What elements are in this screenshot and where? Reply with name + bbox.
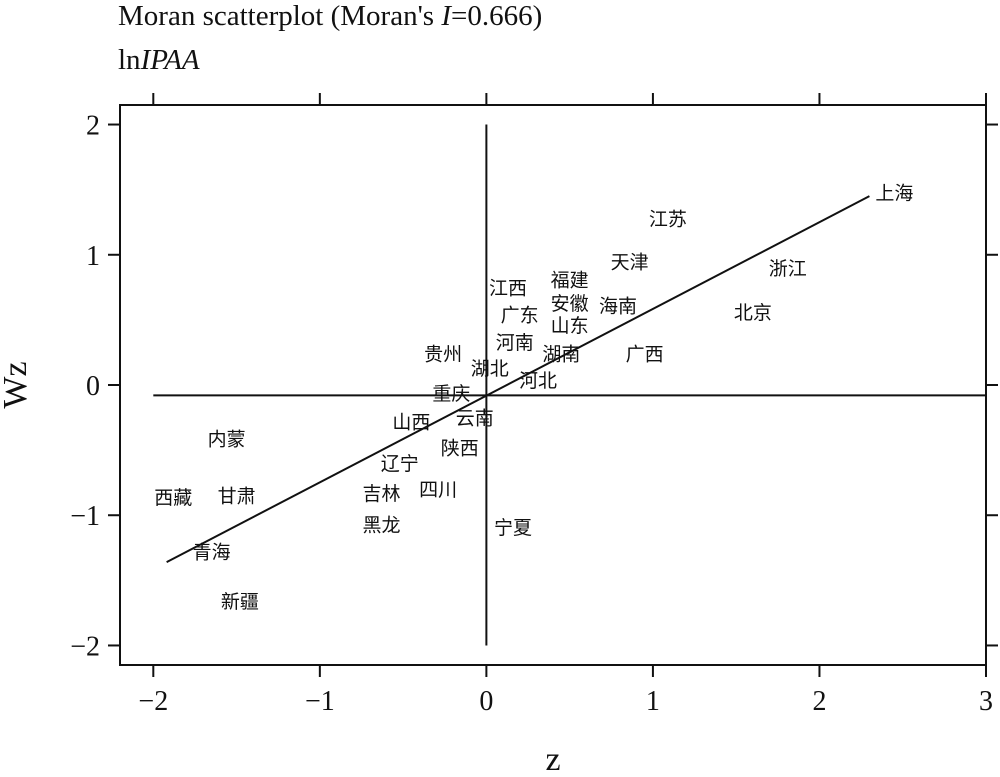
chart-title-prefix: Moran scatterplot (Moran's bbox=[118, 0, 442, 32]
point-label: 天津 bbox=[611, 251, 649, 273]
chart-subtitle-variable: IPAA bbox=[140, 44, 200, 76]
point-label: 黑龙 bbox=[362, 514, 400, 536]
regression-line bbox=[166, 195, 870, 564]
point-label: 安徽 bbox=[551, 293, 589, 315]
point-label: 西藏 bbox=[154, 487, 192, 509]
point-label: 江西 bbox=[489, 277, 527, 299]
axis-ticks: −2 −1 0 1 2 3 −2 −1 0 1 2 bbox=[70, 93, 998, 717]
point-label: 湖南 bbox=[542, 344, 580, 366]
x-tick-label: −1 bbox=[305, 686, 335, 717]
point-label: 浙江 bbox=[769, 258, 807, 280]
point-label: 广东 bbox=[501, 305, 539, 327]
point-label: 青海 bbox=[193, 542, 231, 564]
y-tick-label: 2 bbox=[86, 111, 100, 142]
y-tick-label: −2 bbox=[70, 631, 100, 662]
point-label: 山西 bbox=[392, 411, 430, 433]
x-tick-label: 2 bbox=[812, 686, 826, 717]
x-tick-label: 0 bbox=[479, 686, 493, 717]
point-label: 内蒙 bbox=[208, 428, 246, 450]
point-label: 河南 bbox=[496, 332, 534, 354]
point-label: 河北 bbox=[519, 370, 557, 392]
point-label: 福建 bbox=[551, 270, 589, 292]
point-label: 新疆 bbox=[221, 591, 259, 613]
point-label: 吉林 bbox=[362, 483, 400, 505]
chart-title: Moran scatterplot (Moran's I=0.666) bbox=[118, 2, 542, 31]
point-label: 重庆 bbox=[432, 383, 470, 405]
point-label: 陕西 bbox=[441, 438, 479, 460]
point-label: 湖北 bbox=[471, 358, 509, 380]
chart-title-suffix: =0.666) bbox=[451, 0, 543, 32]
point-label: 辽宁 bbox=[381, 453, 419, 475]
point-label: 北京 bbox=[734, 302, 772, 324]
point-label: 宁夏 bbox=[494, 517, 532, 539]
reference-lines bbox=[153, 124, 986, 646]
x-tick-label: 3 bbox=[979, 686, 993, 717]
x-tick-label: −2 bbox=[138, 686, 168, 717]
point-label: 江苏 bbox=[649, 208, 687, 230]
point-label: 四川 bbox=[419, 479, 457, 501]
point-label: 贵州 bbox=[424, 344, 462, 366]
y-axis-title: Wz bbox=[0, 361, 34, 408]
point-label: 海南 bbox=[599, 296, 637, 318]
chart-title-stat-symbol: I bbox=[441, 0, 452, 32]
y-tick-label: 0 bbox=[86, 371, 100, 402]
point-label: 广西 bbox=[626, 344, 664, 366]
point-label: 山东 bbox=[551, 315, 589, 337]
y-tick-label: −1 bbox=[70, 501, 100, 532]
x-axis-title: z bbox=[545, 741, 560, 777]
x-tick-label: 1 bbox=[646, 686, 660, 717]
chart-subtitle: lnIPAA bbox=[118, 46, 200, 75]
point-label: 云南 bbox=[456, 408, 494, 430]
point-label: 甘肃 bbox=[218, 486, 256, 508]
y-tick-label: 1 bbox=[86, 241, 100, 272]
point-label: 上海 bbox=[875, 182, 913, 204]
chart-subtitle-prefix: ln bbox=[118, 44, 141, 76]
